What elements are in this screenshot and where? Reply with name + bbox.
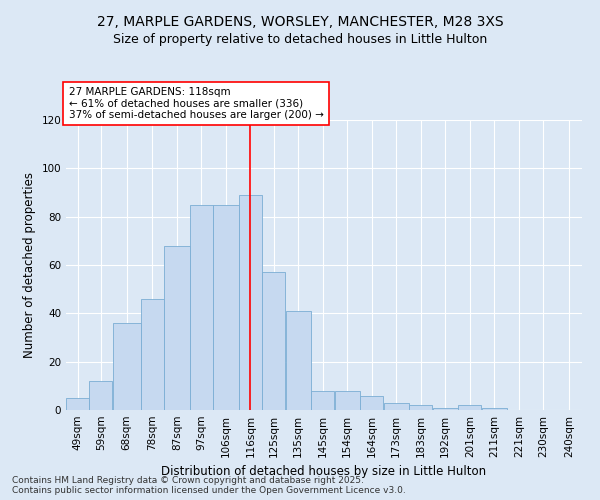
- Bar: [482, 408, 507, 410]
- Bar: [335, 390, 360, 410]
- Bar: [239, 195, 262, 410]
- Bar: [383, 403, 409, 410]
- Bar: [190, 204, 213, 410]
- Text: 27, MARPLE GARDENS, WORSLEY, MANCHESTER, M28 3XS: 27, MARPLE GARDENS, WORSLEY, MANCHESTER,…: [97, 15, 503, 29]
- Bar: [164, 246, 190, 410]
- Bar: [286, 311, 311, 410]
- Y-axis label: Number of detached properties: Number of detached properties: [23, 172, 36, 358]
- Bar: [262, 272, 285, 410]
- Bar: [89, 381, 112, 410]
- Bar: [66, 398, 89, 410]
- Bar: [141, 299, 164, 410]
- Bar: [433, 408, 458, 410]
- Bar: [361, 396, 383, 410]
- Bar: [409, 405, 432, 410]
- Text: 27 MARPLE GARDENS: 118sqm
← 61% of detached houses are smaller (336)
37% of semi: 27 MARPLE GARDENS: 118sqm ← 61% of detac…: [68, 87, 323, 120]
- Text: Contains HM Land Registry data © Crown copyright and database right 2025.
Contai: Contains HM Land Registry data © Crown c…: [12, 476, 406, 495]
- Bar: [311, 390, 334, 410]
- X-axis label: Distribution of detached houses by size in Little Hulton: Distribution of detached houses by size …: [161, 466, 487, 478]
- Bar: [458, 405, 481, 410]
- Bar: [214, 204, 239, 410]
- Text: Size of property relative to detached houses in Little Hulton: Size of property relative to detached ho…: [113, 32, 487, 46]
- Bar: [113, 323, 140, 410]
